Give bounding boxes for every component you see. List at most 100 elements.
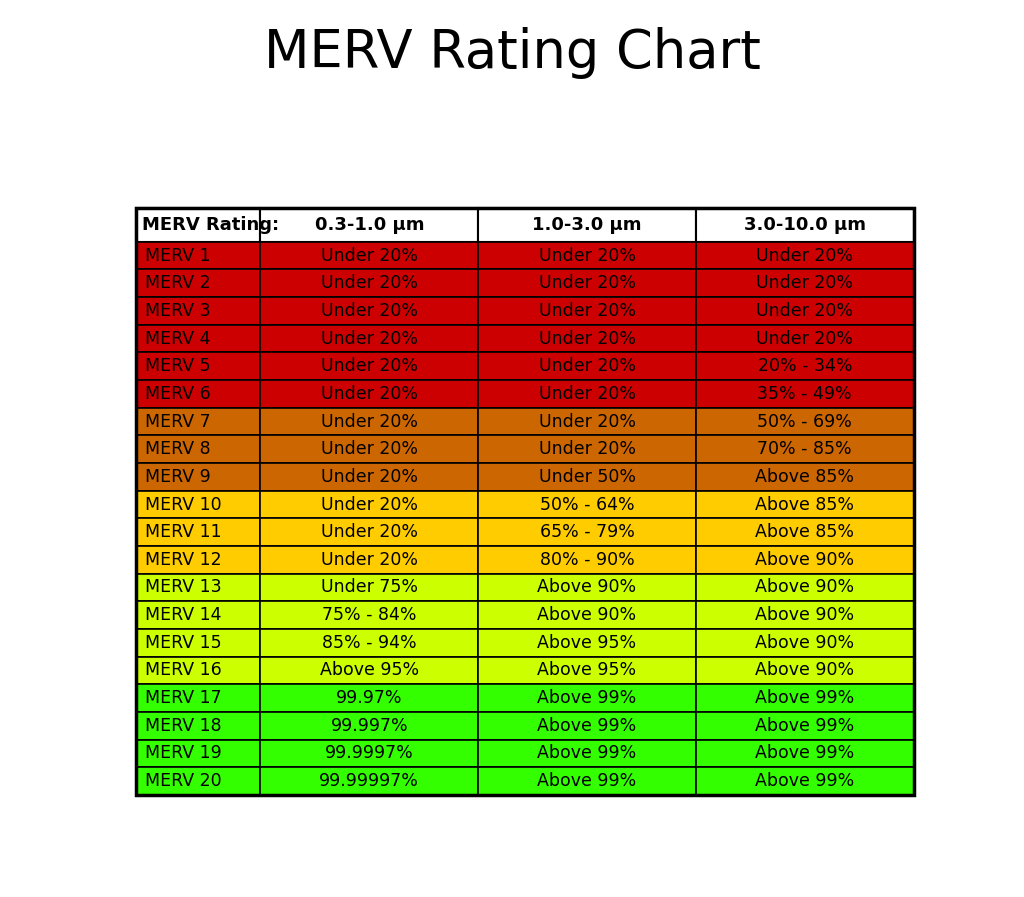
Text: MERV 18: MERV 18	[144, 717, 221, 735]
Text: Above 99%: Above 99%	[538, 689, 637, 707]
Text: 70% - 85%: 70% - 85%	[758, 440, 852, 458]
Bar	[260, 463, 478, 491]
Bar	[478, 684, 696, 712]
Text: 85% - 94%: 85% - 94%	[322, 634, 417, 652]
Text: 99.99997%: 99.99997%	[319, 772, 419, 790]
Bar	[260, 574, 478, 601]
Bar	[136, 269, 260, 297]
Text: MERV Rating Chart: MERV Rating Chart	[263, 27, 761, 79]
Bar	[260, 629, 478, 657]
Text: MERV Rating:: MERV Rating:	[142, 216, 280, 234]
Bar	[478, 712, 696, 739]
Bar	[696, 767, 913, 795]
Text: Under 20%: Under 20%	[757, 274, 853, 292]
Bar	[696, 657, 913, 684]
Text: Above 90%: Above 90%	[756, 661, 854, 679]
Text: MERV 19: MERV 19	[144, 745, 221, 762]
Bar	[136, 657, 260, 684]
Text: MERV 17: MERV 17	[144, 689, 221, 707]
Text: Above 99%: Above 99%	[755, 745, 854, 762]
Text: MERV 12: MERV 12	[144, 551, 221, 569]
Text: Under 20%: Under 20%	[321, 274, 418, 292]
Text: Under 20%: Under 20%	[321, 551, 418, 569]
Bar	[696, 463, 913, 491]
Bar	[696, 435, 913, 463]
Bar	[696, 546, 913, 574]
Text: Under 20%: Under 20%	[539, 440, 636, 458]
Text: Under 20%: Under 20%	[321, 329, 418, 348]
Text: Under 20%: Under 20%	[321, 357, 418, 375]
Bar	[696, 739, 913, 767]
Text: 65% - 79%: 65% - 79%	[540, 523, 635, 541]
Bar	[696, 297, 913, 325]
Text: MERV 3: MERV 3	[144, 302, 210, 320]
Bar	[478, 574, 696, 601]
Bar	[136, 546, 260, 574]
Bar	[696, 601, 913, 629]
Text: 80% - 90%: 80% - 90%	[540, 551, 635, 569]
Text: Above 95%: Above 95%	[538, 634, 637, 652]
Text: Above 90%: Above 90%	[756, 606, 854, 624]
Bar	[478, 657, 696, 684]
Text: Above 99%: Above 99%	[755, 717, 854, 735]
Bar	[260, 601, 478, 629]
Text: Under 20%: Under 20%	[321, 468, 418, 486]
Text: Under 20%: Under 20%	[539, 413, 636, 431]
Bar	[260, 208, 478, 242]
Bar	[136, 325, 260, 353]
Bar	[696, 353, 913, 380]
Text: MERV 6: MERV 6	[144, 385, 210, 403]
Text: Under 20%: Under 20%	[539, 247, 636, 265]
Bar	[696, 408, 913, 435]
Text: 99.97%: 99.97%	[336, 689, 402, 707]
Text: Above 99%: Above 99%	[538, 745, 637, 762]
Bar	[136, 435, 260, 463]
Text: Above 99%: Above 99%	[538, 717, 637, 735]
Bar	[260, 491, 478, 518]
Text: 50% - 69%: 50% - 69%	[758, 413, 852, 431]
Bar	[696, 684, 913, 712]
Bar	[136, 208, 260, 242]
Bar	[696, 491, 913, 518]
Bar	[260, 739, 478, 767]
Bar	[478, 546, 696, 574]
Bar	[260, 546, 478, 574]
Text: 99.9997%: 99.9997%	[325, 745, 414, 762]
Bar	[696, 518, 913, 546]
Bar	[478, 629, 696, 657]
Text: Above 85%: Above 85%	[756, 523, 854, 541]
Bar	[136, 380, 260, 408]
Text: Under 20%: Under 20%	[539, 329, 636, 348]
Bar	[478, 242, 696, 269]
Bar	[260, 712, 478, 739]
Text: 75% - 84%: 75% - 84%	[322, 606, 417, 624]
Bar	[478, 208, 696, 242]
Text: Above 90%: Above 90%	[756, 579, 854, 597]
Text: Above 85%: Above 85%	[756, 495, 854, 514]
Bar	[478, 491, 696, 518]
Bar	[478, 767, 696, 795]
Bar	[136, 712, 260, 739]
Bar	[696, 574, 913, 601]
Bar	[260, 518, 478, 546]
Bar	[136, 242, 260, 269]
Bar	[260, 242, 478, 269]
Text: MERV 5: MERV 5	[144, 357, 210, 375]
Text: Under 50%: Under 50%	[539, 468, 636, 486]
Bar	[478, 325, 696, 353]
Text: Above 90%: Above 90%	[538, 606, 637, 624]
Bar	[136, 684, 260, 712]
Bar	[136, 629, 260, 657]
Bar	[260, 269, 478, 297]
Text: MERV 8: MERV 8	[144, 440, 210, 458]
Bar	[696, 629, 913, 657]
Text: 3.0-10.0 μm: 3.0-10.0 μm	[743, 216, 865, 234]
Bar	[260, 408, 478, 435]
Text: Under 75%: Under 75%	[321, 579, 418, 597]
Text: Above 90%: Above 90%	[756, 634, 854, 652]
Bar	[136, 767, 260, 795]
Bar	[136, 208, 913, 795]
Bar	[478, 518, 696, 546]
Text: MERV 11: MERV 11	[144, 523, 221, 541]
Text: Above 99%: Above 99%	[538, 772, 637, 790]
